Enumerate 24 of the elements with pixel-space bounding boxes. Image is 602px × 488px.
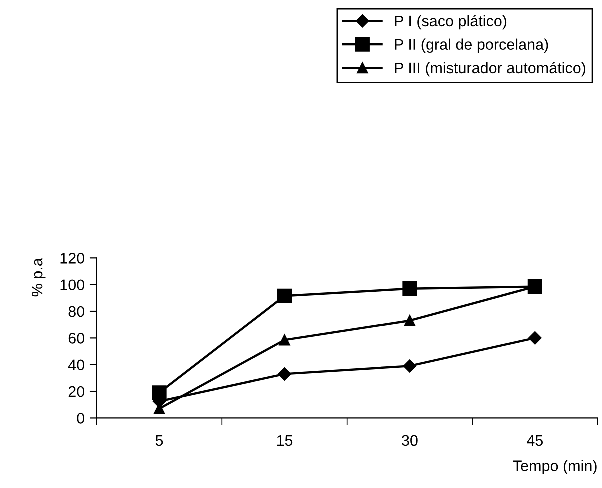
y-tick-label: 40	[68, 360, 85, 371]
point	[403, 360, 417, 373]
x-axis-title: Tempo (min)	[513, 460, 597, 474]
x-tick-label: 15	[277, 435, 293, 446]
y-tick-label: 60	[68, 333, 85, 344]
y-tick-label: 20	[68, 386, 85, 398]
x-tick-label: 30	[402, 435, 418, 446]
legend-label: P II (gral de porcelana)	[395, 38, 548, 54]
legend-label: P III (misturador automático)	[395, 62, 586, 77]
point	[277, 288, 292, 304]
y-tick-label: 80	[68, 306, 85, 318]
point	[279, 334, 290, 346]
x-tick-label: 5	[156, 435, 164, 446]
point	[404, 315, 416, 326]
legend-label: P I (saco plático)	[395, 15, 507, 30]
y-axis-title: % p.a	[32, 258, 46, 297]
point	[528, 332, 542, 345]
x-tick-label: 45	[527, 435, 544, 446]
y-tick-label: 0	[77, 413, 85, 424]
point	[278, 368, 292, 381]
y-tick-label: 100	[60, 280, 85, 291]
point	[402, 282, 418, 296]
y-tick-label: 120	[60, 253, 85, 264]
point	[152, 386, 167, 400]
